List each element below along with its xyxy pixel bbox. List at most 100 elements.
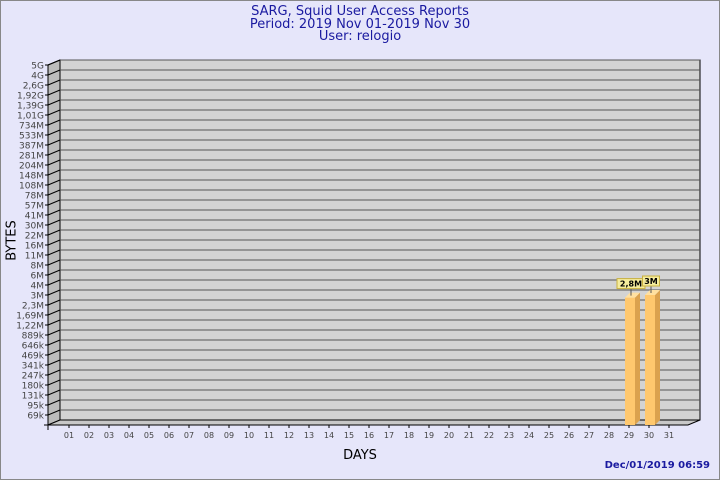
y-tick-label: 95k (27, 402, 44, 412)
x-tick-label: 24 (524, 431, 534, 440)
y-tick-label: 8M (31, 262, 45, 272)
data-label-box (642, 275, 660, 287)
x-axis-label: DAYS (343, 448, 377, 463)
y-tick-label: 4M (31, 282, 45, 292)
y-tick-label: 148M (19, 172, 44, 182)
x-tick-label: 23 (504, 431, 514, 440)
y-tick-label: 1,39G (17, 102, 44, 112)
data-label: 2,8M (620, 280, 642, 289)
y-tick-label: 6M (31, 272, 45, 282)
y-tick-label: 1,92G (17, 92, 44, 102)
bar-front (625, 297, 635, 425)
y-tick-label: 204M (19, 162, 44, 172)
y-tick-label: 247k (22, 372, 45, 382)
chart-period: Period: 2019 Nov 01-2019 Nov 30 (249, 17, 471, 32)
y-tick-slant (47, 269, 61, 276)
x-tick-label: 03 (104, 431, 114, 440)
x-tick-label: 30 (644, 431, 654, 440)
y-tick-label: 57M (25, 202, 44, 212)
y-tick-slant (47, 99, 61, 106)
y-tick-slant (47, 409, 61, 416)
y-tick-label: 11M (25, 252, 44, 262)
y-tick-slant (47, 389, 61, 396)
y-tick-slant (47, 149, 61, 156)
x-tick-label: 21 (464, 431, 474, 440)
x-tick-label: 19 (424, 431, 434, 440)
x-tick-label: 26 (564, 431, 574, 440)
x-tick-label: 25 (544, 431, 554, 440)
y-tick-slant (47, 209, 61, 216)
y-tick-slant (47, 89, 61, 96)
y-tick-label: 108M (19, 182, 44, 192)
y-tick-slant (47, 289, 61, 296)
x-tick-label: 10 (244, 431, 254, 440)
y-tick-label: 533M (19, 132, 44, 142)
y-tick-label: 734M (19, 122, 44, 132)
y-tick-slant (47, 199, 61, 206)
x-tick-label: 06 (164, 431, 174, 440)
y-tick-slant (47, 349, 61, 356)
y-tick-slant (47, 319, 61, 326)
y-tick-label: 2,6G (23, 82, 44, 92)
x-tick-label: 16 (364, 431, 374, 440)
y-tick-slant (47, 329, 61, 336)
y-tick-slant (47, 279, 61, 286)
bar-top (625, 292, 640, 298)
y-tick-label: 889k (22, 332, 45, 342)
y-tick-label: 2,3M (22, 302, 44, 312)
x-tick-label: 08 (204, 431, 214, 440)
x-tick-label: 11 (264, 431, 274, 440)
x-tick-label: 27 (584, 431, 594, 440)
x-tick-label: 17 (384, 431, 394, 440)
y-tick-label: 646k (22, 342, 45, 352)
y-tick-label: 281M (19, 152, 44, 162)
y-tick-label: 180k (22, 382, 45, 392)
y-tick-slant (47, 139, 61, 146)
x-tick-label: 05 (144, 431, 154, 440)
y-tick-label: 1,01G (17, 112, 44, 122)
y-tick-label: 341k (22, 362, 45, 372)
y-tick-label: 22M (25, 232, 44, 242)
y-tick-label: 387M (19, 142, 44, 152)
x-tick-label: 18 (404, 431, 414, 440)
x-tick-label: 22 (484, 431, 494, 440)
y-tick-slant (47, 229, 61, 236)
y-tick-slant (47, 309, 61, 316)
y-tick-label: 131k (22, 392, 45, 402)
x-tick-label: 29 (624, 431, 634, 440)
x-tick-label: 04 (124, 431, 134, 440)
y-tick-slant (47, 369, 61, 376)
y-axis-label: BYTES (4, 220, 20, 261)
y-tick-slant (47, 359, 61, 366)
y-tick-slant (47, 169, 61, 176)
y-tick-label: 1,69M (16, 312, 44, 322)
y-tick-slant (47, 189, 61, 196)
y-tick-slant (47, 339, 61, 346)
y-tick-slant (47, 79, 61, 86)
x-tick-label: 02 (84, 431, 94, 440)
y-tick-slant (47, 109, 61, 116)
y-tick-slant (47, 119, 61, 126)
data-label: 3M (644, 277, 658, 286)
y-tick-label: 3M (31, 292, 45, 302)
x-tick-label: 14 (324, 431, 334, 440)
x-tick-label: 28 (604, 431, 614, 440)
y-tick-label: 4G (31, 72, 44, 82)
report-timestamp: Dec/01/2019 06:59 (604, 460, 710, 471)
y-tick-slant (47, 129, 61, 136)
x-tick-label: 12 (284, 431, 294, 440)
y-tick-slant (47, 379, 61, 386)
y-tick-slant (47, 399, 61, 406)
x-tick-label: 13 (304, 431, 314, 440)
y-tick-slant (47, 239, 61, 246)
y-tick-label: 78M (25, 192, 44, 202)
y-tick-label: 5G (31, 62, 44, 72)
chart-user: User: relogio (318, 29, 402, 44)
y-tick-slant (47, 259, 61, 266)
plot-floor (47, 419, 701, 426)
chart-title: SARG, Squid User Access Reports (251, 4, 469, 19)
y-tick-slant (47, 159, 61, 166)
y-tick-label: 16M (25, 242, 44, 252)
y-tick-slant (47, 179, 61, 186)
